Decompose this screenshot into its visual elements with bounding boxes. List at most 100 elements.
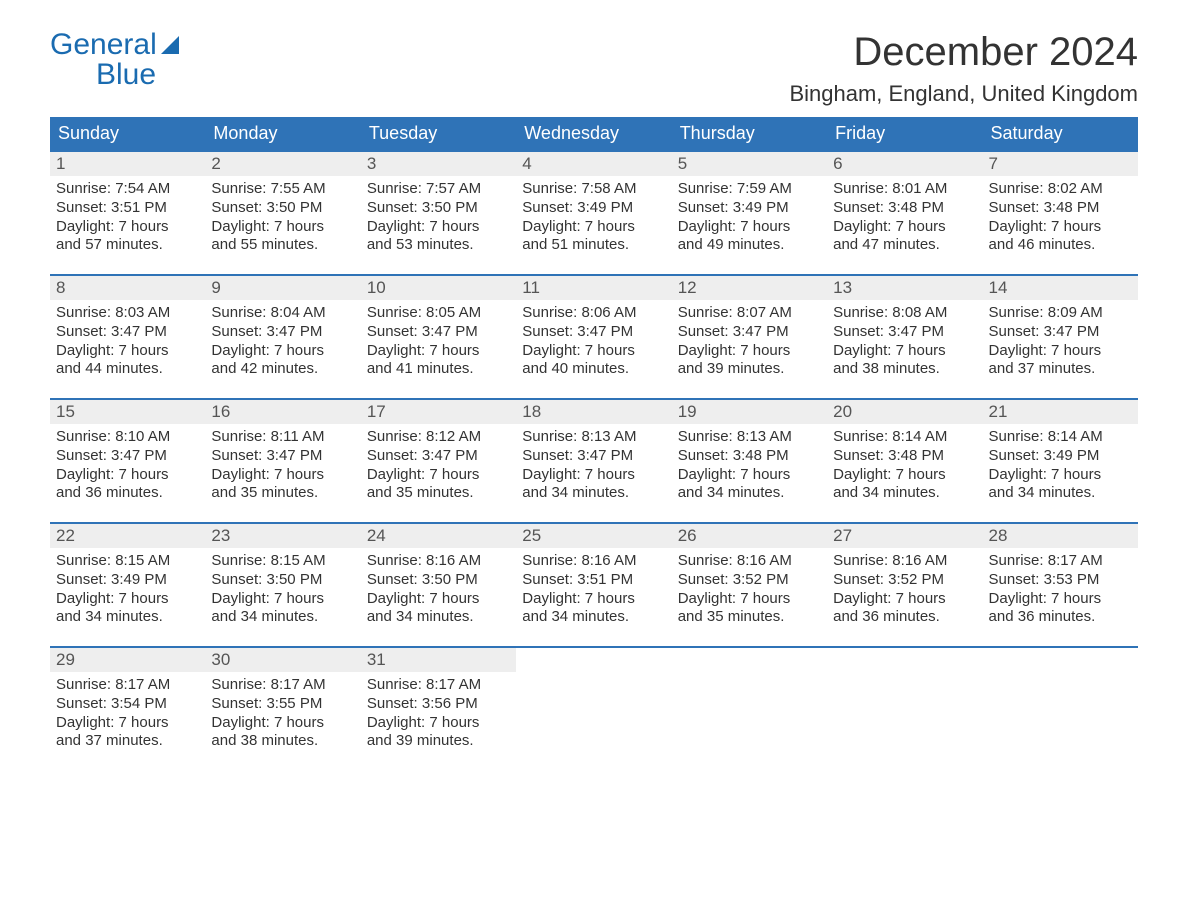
dow-header-row: SundayMondayTuesdayWednesdayThursdayFrid… [50, 117, 1138, 150]
day-cell: 4Sunrise: 7:58 AMSunset: 3:49 PMDaylight… [516, 152, 671, 262]
day-details: Sunrise: 8:17 AMSunset: 3:54 PMDaylight:… [50, 672, 205, 753]
day-details: Sunrise: 8:14 AMSunset: 3:48 PMDaylight:… [827, 424, 982, 505]
title-block: December 2024 Bingham, England, United K… [789, 30, 1138, 107]
day-number: 11 [516, 276, 671, 300]
day-details: Sunrise: 8:08 AMSunset: 3:47 PMDaylight:… [827, 300, 982, 381]
day-details: Sunrise: 8:15 AMSunset: 3:50 PMDaylight:… [205, 548, 360, 629]
day-number: 3 [361, 152, 516, 176]
day-cell: 26Sunrise: 8:16 AMSunset: 3:52 PMDayligh… [672, 524, 827, 634]
day-number: 2 [205, 152, 360, 176]
header: General Blue December 2024 Bingham, Engl… [50, 30, 1138, 107]
day-cell: 10Sunrise: 8:05 AMSunset: 3:47 PMDayligh… [361, 276, 516, 386]
day-details: Sunrise: 8:17 AMSunset: 3:55 PMDaylight:… [205, 672, 360, 753]
day-cell [672, 648, 827, 758]
logo: General Blue [50, 30, 179, 90]
day-cell: 16Sunrise: 8:11 AMSunset: 3:47 PMDayligh… [205, 400, 360, 510]
week-row: 1Sunrise: 7:54 AMSunset: 3:51 PMDaylight… [50, 150, 1138, 262]
day-details: Sunrise: 8:17 AMSunset: 3:53 PMDaylight:… [983, 548, 1138, 629]
day-cell: 5Sunrise: 7:59 AMSunset: 3:49 PMDaylight… [672, 152, 827, 262]
day-details: Sunrise: 7:58 AMSunset: 3:49 PMDaylight:… [516, 176, 671, 257]
calendar-body: 1Sunrise: 7:54 AMSunset: 3:51 PMDaylight… [50, 150, 1138, 758]
day-number: 6 [827, 152, 982, 176]
day-cell: 18Sunrise: 8:13 AMSunset: 3:47 PMDayligh… [516, 400, 671, 510]
day-cell: 29Sunrise: 8:17 AMSunset: 3:54 PMDayligh… [50, 648, 205, 758]
day-details: Sunrise: 8:01 AMSunset: 3:48 PMDaylight:… [827, 176, 982, 257]
day-number: 21 [983, 400, 1138, 424]
dow-saturday: Saturday [983, 117, 1138, 150]
day-cell: 30Sunrise: 8:17 AMSunset: 3:55 PMDayligh… [205, 648, 360, 758]
day-cell: 20Sunrise: 8:14 AMSunset: 3:48 PMDayligh… [827, 400, 982, 510]
week-row: 8Sunrise: 8:03 AMSunset: 3:47 PMDaylight… [50, 274, 1138, 386]
day-number: 26 [672, 524, 827, 548]
day-number: 5 [672, 152, 827, 176]
day-details: Sunrise: 8:13 AMSunset: 3:48 PMDaylight:… [672, 424, 827, 505]
day-number: 22 [50, 524, 205, 548]
dow-thursday: Thursday [672, 117, 827, 150]
day-details: Sunrise: 8:17 AMSunset: 3:56 PMDaylight:… [361, 672, 516, 753]
day-details: Sunrise: 8:05 AMSunset: 3:47 PMDaylight:… [361, 300, 516, 381]
day-cell: 17Sunrise: 8:12 AMSunset: 3:47 PMDayligh… [361, 400, 516, 510]
day-number: 8 [50, 276, 205, 300]
day-cell: 21Sunrise: 8:14 AMSunset: 3:49 PMDayligh… [983, 400, 1138, 510]
day-cell: 9Sunrise: 8:04 AMSunset: 3:47 PMDaylight… [205, 276, 360, 386]
day-cell: 14Sunrise: 8:09 AMSunset: 3:47 PMDayligh… [983, 276, 1138, 386]
day-number: 12 [672, 276, 827, 300]
dow-wednesday: Wednesday [516, 117, 671, 150]
day-cell: 7Sunrise: 8:02 AMSunset: 3:48 PMDaylight… [983, 152, 1138, 262]
day-number: 31 [361, 648, 516, 672]
day-number: 23 [205, 524, 360, 548]
day-details: Sunrise: 8:15 AMSunset: 3:49 PMDaylight:… [50, 548, 205, 629]
day-cell [516, 648, 671, 758]
day-number: 4 [516, 152, 671, 176]
day-details: Sunrise: 7:54 AMSunset: 3:51 PMDaylight:… [50, 176, 205, 257]
day-details: Sunrise: 7:57 AMSunset: 3:50 PMDaylight:… [361, 176, 516, 257]
day-details: Sunrise: 8:02 AMSunset: 3:48 PMDaylight:… [983, 176, 1138, 257]
day-details: Sunrise: 8:10 AMSunset: 3:47 PMDaylight:… [50, 424, 205, 505]
day-details: Sunrise: 8:06 AMSunset: 3:47 PMDaylight:… [516, 300, 671, 381]
day-details: Sunrise: 8:16 AMSunset: 3:50 PMDaylight:… [361, 548, 516, 629]
day-number: 19 [672, 400, 827, 424]
day-number: 30 [205, 648, 360, 672]
day-cell: 28Sunrise: 8:17 AMSunset: 3:53 PMDayligh… [983, 524, 1138, 634]
day-number: 28 [983, 524, 1138, 548]
day-cell: 23Sunrise: 8:15 AMSunset: 3:50 PMDayligh… [205, 524, 360, 634]
logo-text-1: General [50, 30, 157, 60]
day-cell: 31Sunrise: 8:17 AMSunset: 3:56 PMDayligh… [361, 648, 516, 758]
logo-text-2: Blue [96, 60, 156, 90]
day-cell: 19Sunrise: 8:13 AMSunset: 3:48 PMDayligh… [672, 400, 827, 510]
day-cell: 8Sunrise: 8:03 AMSunset: 3:47 PMDaylight… [50, 276, 205, 386]
day-number: 10 [361, 276, 516, 300]
logo-triangle-icon [161, 36, 179, 54]
dow-monday: Monday [205, 117, 360, 150]
dow-sunday: Sunday [50, 117, 205, 150]
day-details: Sunrise: 8:12 AMSunset: 3:47 PMDaylight:… [361, 424, 516, 505]
day-cell: 24Sunrise: 8:16 AMSunset: 3:50 PMDayligh… [361, 524, 516, 634]
day-details: Sunrise: 8:11 AMSunset: 3:47 PMDaylight:… [205, 424, 360, 505]
day-details: Sunrise: 8:04 AMSunset: 3:47 PMDaylight:… [205, 300, 360, 381]
day-details: Sunrise: 8:16 AMSunset: 3:52 PMDaylight:… [827, 548, 982, 629]
dow-friday: Friday [827, 117, 982, 150]
day-cell: 3Sunrise: 7:57 AMSunset: 3:50 PMDaylight… [361, 152, 516, 262]
day-details: Sunrise: 8:16 AMSunset: 3:51 PMDaylight:… [516, 548, 671, 629]
day-cell: 6Sunrise: 8:01 AMSunset: 3:48 PMDaylight… [827, 152, 982, 262]
day-number: 7 [983, 152, 1138, 176]
day-number: 14 [983, 276, 1138, 300]
day-number: 16 [205, 400, 360, 424]
day-number: 1 [50, 152, 205, 176]
day-number: 13 [827, 276, 982, 300]
day-number: 15 [50, 400, 205, 424]
week-row: 15Sunrise: 8:10 AMSunset: 3:47 PMDayligh… [50, 398, 1138, 510]
day-details: Sunrise: 8:14 AMSunset: 3:49 PMDaylight:… [983, 424, 1138, 505]
day-cell: 1Sunrise: 7:54 AMSunset: 3:51 PMDaylight… [50, 152, 205, 262]
day-cell: 13Sunrise: 8:08 AMSunset: 3:47 PMDayligh… [827, 276, 982, 386]
day-cell: 2Sunrise: 7:55 AMSunset: 3:50 PMDaylight… [205, 152, 360, 262]
day-number: 25 [516, 524, 671, 548]
day-cell: 25Sunrise: 8:16 AMSunset: 3:51 PMDayligh… [516, 524, 671, 634]
day-details: Sunrise: 7:55 AMSunset: 3:50 PMDaylight:… [205, 176, 360, 257]
day-number: 20 [827, 400, 982, 424]
calendar: SundayMondayTuesdayWednesdayThursdayFrid… [50, 117, 1138, 758]
day-cell: 27Sunrise: 8:16 AMSunset: 3:52 PMDayligh… [827, 524, 982, 634]
day-details: Sunrise: 8:13 AMSunset: 3:47 PMDaylight:… [516, 424, 671, 505]
week-row: 29Sunrise: 8:17 AMSunset: 3:54 PMDayligh… [50, 646, 1138, 758]
day-details: Sunrise: 8:03 AMSunset: 3:47 PMDaylight:… [50, 300, 205, 381]
